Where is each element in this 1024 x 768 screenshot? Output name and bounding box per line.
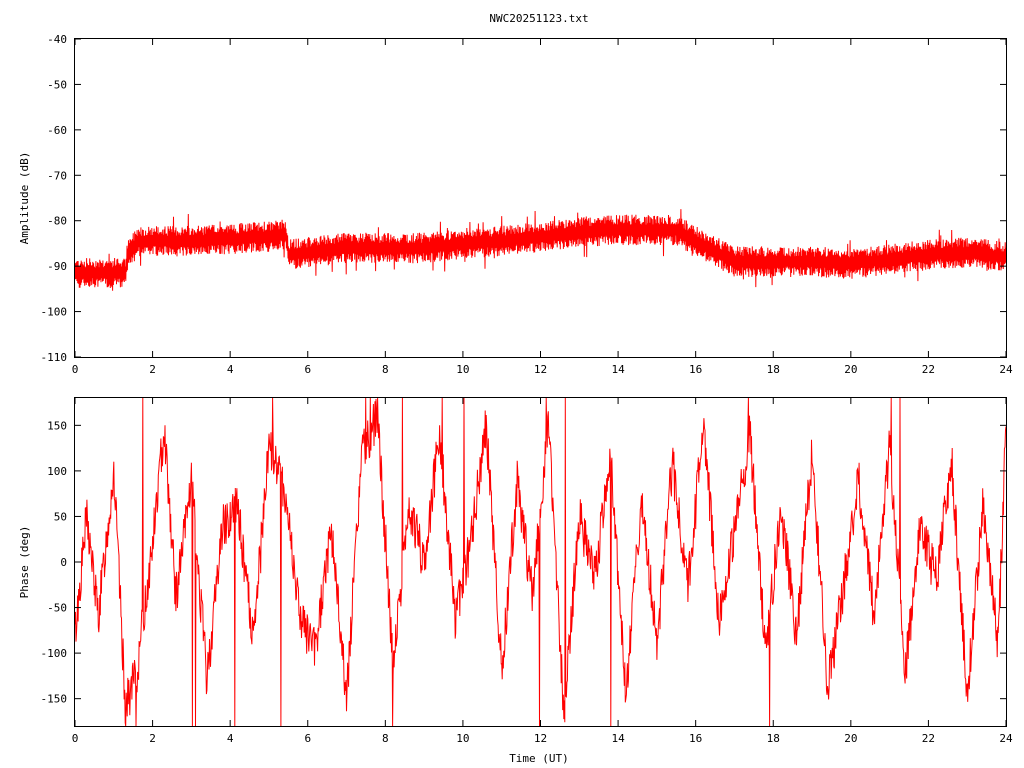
phase-series: [74, 397, 1007, 727]
y-tick-label: -100: [41, 306, 68, 319]
x-tick-label: 2: [149, 363, 156, 376]
x-tick-label: 14: [611, 732, 625, 745]
x-tick-label: 24: [999, 732, 1013, 745]
y-tick-label: -90: [47, 260, 67, 273]
y-tick-label: -100: [41, 647, 68, 660]
amplitude-y-axis-label: Amplitude (dB): [18, 152, 31, 245]
y-tick-label: 150: [47, 419, 67, 432]
x-tick-label: 16: [689, 732, 702, 745]
x-tick-label: 4: [227, 732, 234, 745]
x-tick-label: 8: [382, 363, 389, 376]
x-tick-label: 10: [456, 363, 469, 376]
x-tick-label: 6: [304, 363, 311, 376]
x-tick-label: 0: [72, 732, 79, 745]
phase-panel: 0 2 4 6 8 10 12 14 16 18 20 22 24-150-100-5005010015…: [18, 397, 1013, 765]
amplitude-trace: [74, 209, 1007, 291]
x-tick-label: 18: [767, 363, 780, 376]
y-tick-label: -70: [47, 169, 67, 182]
phase-ticks: 0 2 4 6 8 10 12 14 16 18 20 22 24-150-100-5005010015…: [41, 398, 1013, 745]
x-tick-label: 8: [382, 732, 389, 745]
phase-y-axis-label: Phase (deg): [18, 526, 31, 599]
y-tick-label: -50: [47, 78, 67, 91]
x-tick-label: 0: [72, 363, 79, 376]
x-tick-label: 12: [534, 363, 547, 376]
y-tick-label: 100: [47, 465, 67, 478]
x-tick-label: 2: [149, 732, 156, 745]
x-tick-label: 20: [844, 732, 857, 745]
x-tick-label: 24: [999, 363, 1013, 376]
x-tick-label: 22: [922, 363, 935, 376]
x-tick-label: 12: [534, 732, 547, 745]
y-tick-label: -80: [47, 215, 67, 228]
x-tick-label: 16: [689, 363, 702, 376]
time-x-axis-label: Time (UT): [509, 752, 569, 765]
y-tick-label: -60: [47, 124, 67, 137]
x-tick-label: 22: [922, 732, 935, 745]
y-tick-label: -110: [41, 351, 68, 364]
y-tick-label: -150: [41, 693, 68, 706]
amplitude-series: [74, 209, 1007, 291]
x-tick-label: 10: [456, 732, 469, 745]
amplitude-panel: 0 2 4 6 8 10 12 14 16 18 20 22 24-110-100-90-80-70-6…: [18, 33, 1013, 376]
y-tick-label: -40: [47, 33, 67, 46]
y-tick-label: 0: [60, 556, 67, 569]
phase-trace: [74, 397, 1007, 727]
y-tick-label: 50: [54, 510, 67, 523]
chart-title: NWC20251123.txt: [489, 12, 588, 25]
x-tick-label: 18: [767, 732, 780, 745]
y-tick-label: -50: [47, 602, 67, 615]
x-tick-label: 14: [611, 363, 625, 376]
amplitude-plot-frame: [74, 38, 1007, 358]
amplitude-ticks: 0 2 4 6 8 10 12 14 16 18 20 22 24-110-100-90-80-70-6…: [41, 33, 1013, 376]
phase-plot-frame: [74, 397, 1007, 727]
x-tick-label: 4: [227, 363, 234, 376]
x-tick-label: 20: [844, 363, 857, 376]
x-tick-label: 6: [304, 732, 311, 745]
